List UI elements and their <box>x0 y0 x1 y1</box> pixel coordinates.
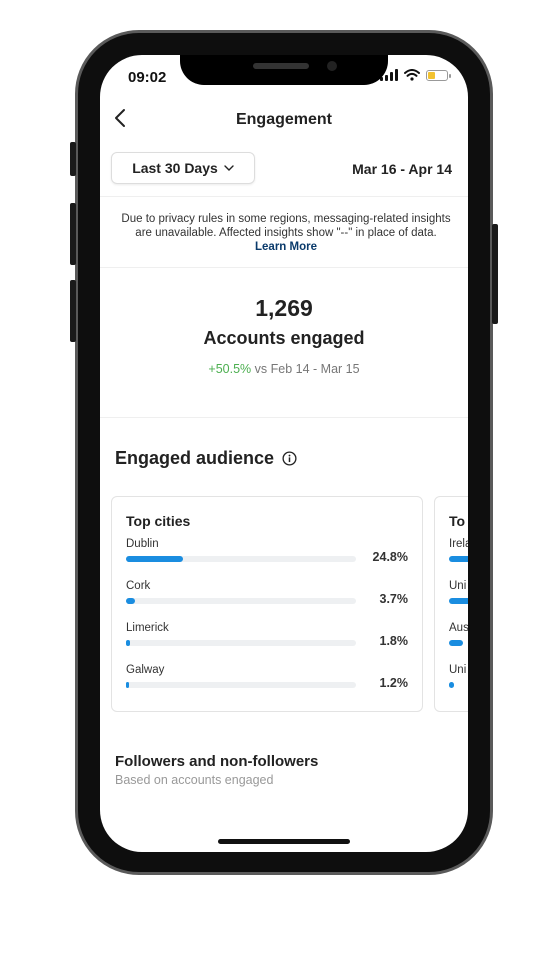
status-time: 09:02 <box>128 69 167 86</box>
followers-section-title: Followers and non-followers <box>115 753 319 770</box>
city-bar <box>126 556 183 562</box>
city-row: Cork 3.7% <box>126 580 408 616</box>
camera <box>327 61 337 71</box>
date-period-dropdown[interactable]: Last 30 Days <box>111 152 255 184</box>
city-row: Limerick 1.8% <box>126 622 408 658</box>
back-arrow-icon[interactable] <box>110 107 132 129</box>
city-row: Dublin 24.8% <box>126 538 408 574</box>
city-bar-track <box>126 598 356 604</box>
battery-icon <box>426 69 451 81</box>
top-countries-card[interactable]: To Irela Uni Aus Uni <box>434 496 468 712</box>
city-bar-track <box>126 640 356 646</box>
power-button <box>492 224 498 324</box>
city-name: Galway <box>126 664 165 676</box>
country-name: Aus <box>449 622 468 634</box>
volume-up-button <box>70 203 76 265</box>
chevron-down-icon <box>224 165 234 171</box>
speaker <box>253 63 309 69</box>
city-bar <box>126 682 129 688</box>
city-name: Limerick <box>126 622 169 634</box>
city-bar-track <box>126 682 356 688</box>
city-bar <box>126 640 130 646</box>
notch <box>180 55 388 85</box>
top-cities-title: Top cities <box>126 513 191 529</box>
privacy-notice: Due to privacy rules in some regions, me… <box>120 212 452 254</box>
top-countries-title: To <box>449 513 466 529</box>
engaged-audience-header: Engaged audience <box>115 448 297 469</box>
privacy-notice-text: Due to privacy rules in some regions, me… <box>121 213 451 239</box>
city-percent: 24.8% <box>372 550 408 564</box>
city-name: Dublin <box>126 538 159 550</box>
country-row: Irela <box>449 538 468 574</box>
home-indicator[interactable] <box>218 839 350 844</box>
status-icons <box>380 69 451 81</box>
wifi-icon <box>404 69 420 81</box>
comparison-period: vs Feb 14 - Mar 15 <box>254 362 360 376</box>
divider <box>100 417 468 418</box>
screen: 09:02 Engagement Last 30 Days Mar 16 - A… <box>100 55 468 852</box>
city-percent: 3.7% <box>379 592 409 606</box>
country-bar <box>449 682 454 688</box>
country-row: Uni <box>449 580 468 616</box>
city-percent: 1.2% <box>379 676 409 690</box>
comparison-text: +50.5% vs Feb 14 - Mar 15 <box>100 362 468 376</box>
country-name: Uni <box>449 580 467 592</box>
top-cities-card[interactable]: Top cities Dublin 24.8% Cork 3.7% Limerick 1.… <box>111 496 423 712</box>
country-bar <box>449 640 463 646</box>
volume-down-button <box>70 280 76 342</box>
country-row: Aus <box>449 622 468 658</box>
mute-switch <box>70 142 76 176</box>
divider <box>100 196 468 197</box>
country-row: Uni <box>449 664 468 700</box>
city-bar-track <box>126 556 356 562</box>
followers-section-subtitle: Based on accounts engaged <box>115 773 274 787</box>
change-percent: +50.5% <box>208 362 252 376</box>
city-row: Galway 1.2% <box>126 664 408 700</box>
city-percent: 1.8% <box>379 634 409 648</box>
page-title: Engagement <box>235 111 332 128</box>
date-period-label: Last 30 Days <box>132 160 218 176</box>
cellular-signal-icon <box>380 69 398 81</box>
accounts-engaged-count: 1,269 <box>255 295 313 321</box>
info-icon[interactable] <box>282 451 297 466</box>
country-name: Uni <box>449 664 467 676</box>
country-bar <box>449 556 468 562</box>
date-range: Mar 16 - Apr 14 <box>352 161 452 177</box>
learn-more-link[interactable]: Learn More <box>255 241 317 253</box>
country-bar <box>449 598 468 604</box>
city-name: Cork <box>126 580 151 592</box>
city-bar <box>126 598 135 604</box>
accounts-engaged-label: Accounts engaged <box>203 328 365 348</box>
divider <box>100 267 468 268</box>
engaged-audience-title: Engaged audience <box>115 448 275 468</box>
country-name: Irela <box>449 538 468 550</box>
